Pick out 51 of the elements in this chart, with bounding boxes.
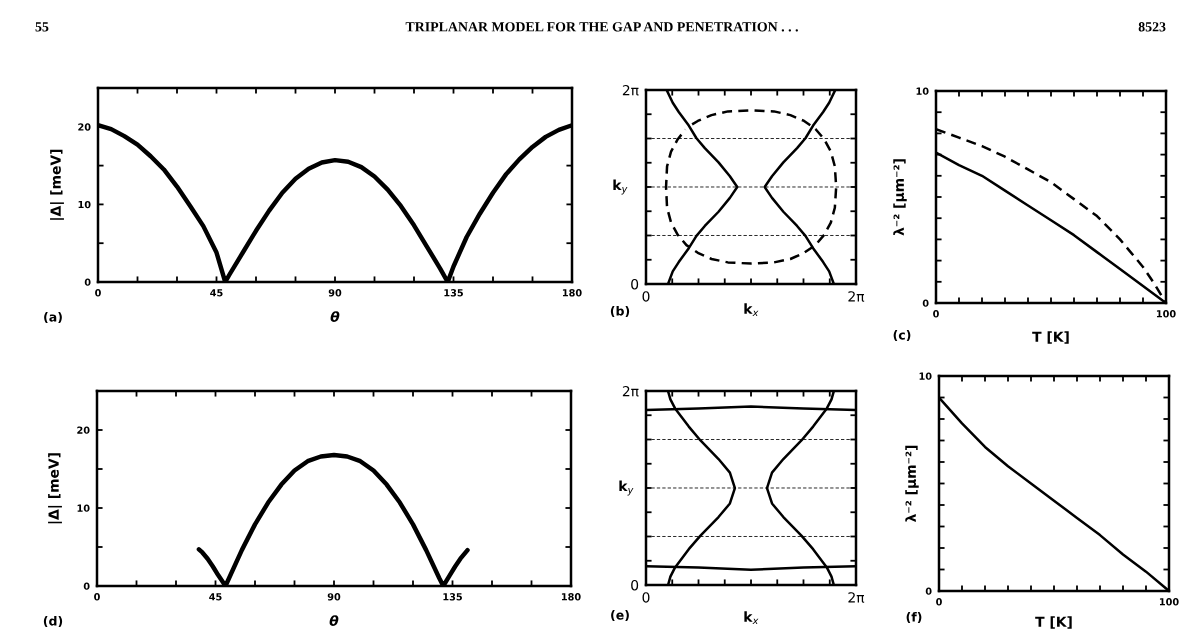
y-tick-label: 10 — [916, 87, 929, 95]
y-tick-label: 0 — [925, 587, 932, 595]
text: (c) — [893, 329, 911, 342]
x-tick-label: 0 — [642, 592, 650, 603]
x-tick-label: 135 — [444, 289, 463, 297]
text: (a) — [44, 311, 62, 324]
y-tick-label: 2π — [622, 84, 639, 96]
x-tick-label: 2π — [848, 592, 865, 603]
y-tick-label: 20 — [78, 123, 91, 131]
x-tick-label: 90 — [328, 289, 342, 297]
y-tick-label: 0 — [922, 299, 929, 307]
x-tick-label: 180 — [561, 593, 581, 601]
x-tick-label: 100 — [1159, 598, 1179, 606]
x-axis-title: k$_{x}$ — [744, 303, 759, 317]
y-tick-label: 10 — [78, 200, 91, 209]
y-tick-label: 10 — [919, 372, 932, 380]
x-axis-title: θ — [330, 311, 340, 322]
x-axis-title: θ — [329, 615, 339, 626]
x-tick-label: 0 — [936, 598, 942, 606]
x-tick-label: 90 — [327, 593, 341, 601]
y-tick-label: 0 — [84, 278, 91, 286]
y-axis-title: λ⁻² [μm⁻²] — [905, 445, 919, 522]
x-tick-label: 0 — [95, 289, 101, 297]
text: (e) — [611, 609, 629, 622]
x-tick-label: 0 — [642, 291, 650, 302]
text: (b) — [610, 305, 630, 318]
y-tick-label: 0 — [83, 582, 90, 590]
text: (f) — [906, 611, 922, 624]
text: 55 — [35, 22, 49, 32]
x-tick-label: 180 — [562, 289, 582, 297]
text: (d) — [43, 615, 63, 628]
x-tick-label: 100 — [1156, 310, 1176, 318]
x-axis-title: k$_{x}$ — [744, 611, 759, 625]
x-tick-label: 45 — [210, 289, 223, 297]
y-axis-title: k$_{y}$ — [613, 179, 628, 195]
x-tick-label: 135 — [443, 593, 462, 601]
x-tick-label: 2π — [848, 291, 865, 302]
y-tick-label: 2π — [622, 385, 639, 397]
y-tick-label: 10 — [77, 504, 90, 512]
y-tick-label: 20 — [77, 426, 90, 434]
x-axis-title: T [K] — [1032, 331, 1069, 344]
y-axis-title: k$_{y}$ — [619, 480, 634, 496]
y-axis-title: λ⁻² [μm⁻²] — [893, 159, 907, 236]
x-axis-title: T [K] — [1035, 616, 1072, 629]
y-axis-title: |Δ| [meV] — [50, 149, 64, 220]
y-tick-label: 0 — [631, 579, 639, 591]
text: 8523 — [1138, 22, 1166, 32]
text: TRIPLANAR MODEL FOR THE GAP AND PENETRATION . . . — [405, 22, 798, 32]
y-axis-title: |Δ| [meV] — [48, 453, 62, 524]
x-tick-label: 45 — [209, 593, 222, 601]
x-tick-label: 0 — [94, 593, 100, 601]
